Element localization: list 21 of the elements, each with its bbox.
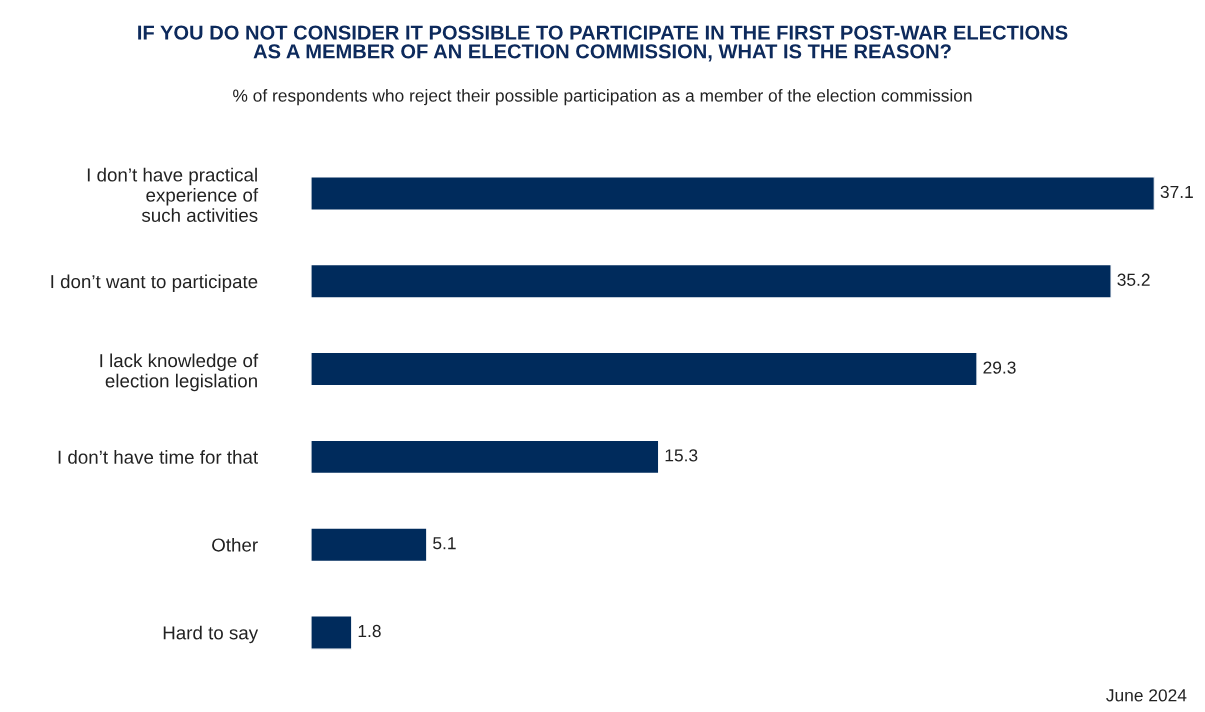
data-label: 35.2 <box>1117 273 1150 286</box>
bar <box>310 351 978 387</box>
bar <box>310 439 660 475</box>
y-tick-label: I don’t want to participate <box>51 274 258 292</box>
chart-title: IF YOU DO NOT CONSIDER IT POSSIBLE TO PARTICIPATE IN THE FIRST POST-WAR ELECTIONS AS A MEMBER OF AN ELECTION COMMISSION, WHAT IS THE REASON? <box>138 25 1068 62</box>
data-label: 5.1 <box>433 537 456 550</box>
data-label: 15.3 <box>665 449 698 462</box>
y-tick-label: I don’t have practical experience of such activities <box>87 167 259 222</box>
y-tick-label: Other <box>212 537 258 552</box>
data-label: 1.8 <box>358 624 381 638</box>
y-tick-label: I don’t have time for that <box>58 450 258 464</box>
y-tick-label: I lack knowledge of election legislation <box>100 353 259 392</box>
data-label: 37.1 <box>1160 185 1193 199</box>
text: June 2024 <box>1106 689 1187 702</box>
bar <box>310 615 353 650</box>
bar <box>310 263 1112 299</box>
data-label: 29.3 <box>983 361 1016 374</box>
y-tick-label: Hard to say <box>163 625 259 644</box>
chart-subtitle: % of respondents who reject their possible participation as a member of the election commission <box>233 89 972 106</box>
bar <box>310 527 428 563</box>
bar <box>310 176 1155 211</box>
